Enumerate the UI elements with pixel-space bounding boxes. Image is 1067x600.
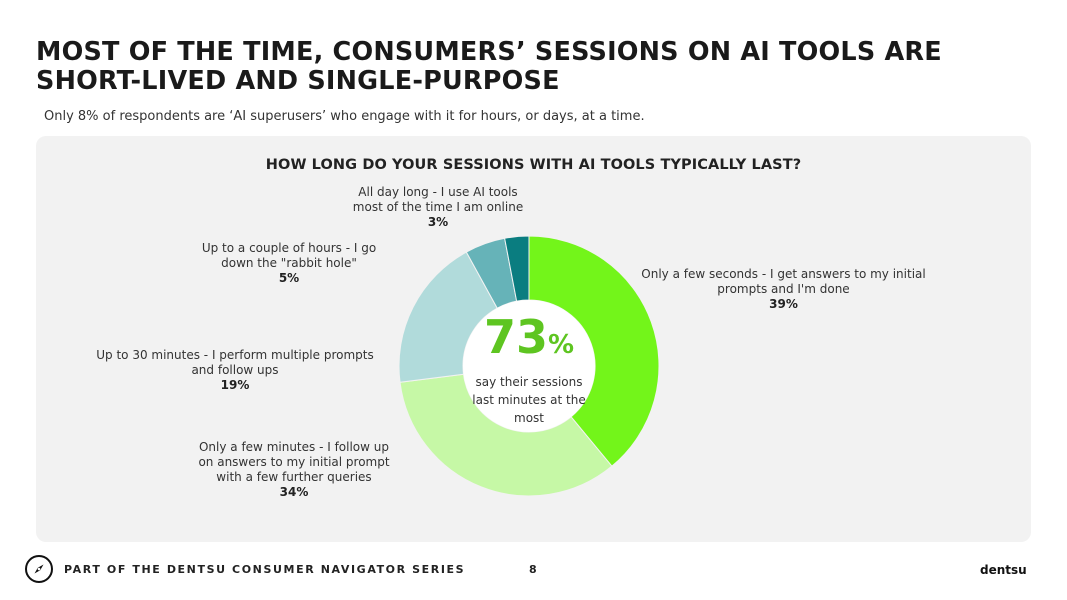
donut-hole bbox=[463, 300, 595, 432]
center-stat: 73% say their sessions last minutes at t… bbox=[469, 311, 589, 427]
brand-logo: dentsu bbox=[980, 563, 1027, 577]
slice-label-few-seconds: Only a few seconds - I get answers to my… bbox=[641, 267, 926, 311]
chart-title: HOW LONG DO YOUR SESSIONS WITH AI TOOLS … bbox=[265, 157, 802, 173]
page-title: MOST OF THE TIME, CONSUMERS’ SESSIONS ON… bbox=[36, 37, 942, 96]
slice-label-30-minutes: Up to 30 minutes - I perform multiple pr… bbox=[96, 348, 374, 392]
donut-chart bbox=[398, 235, 660, 497]
page-subtitle: Only 8% of respondents are ‘AI superuser… bbox=[44, 109, 645, 124]
center-text: say their sessions last minutes at the m… bbox=[472, 375, 586, 425]
compass-icon bbox=[25, 555, 53, 583]
chart-panel: HOW LONG DO YOUR SESSIONS WITH AI TOOLS … bbox=[36, 136, 1031, 542]
slice-label-few-minutes: Only a few minutes - I follow up on answ… bbox=[198, 440, 390, 499]
footer-series-text: PART OF THE DENTSU CONSUMER NAVIGATOR SE… bbox=[64, 563, 466, 576]
center-value: 73% bbox=[483, 310, 575, 364]
page-number: 8 bbox=[529, 563, 537, 576]
slice-label-couple-hours: Up to a couple of hours - I go down the … bbox=[201, 241, 377, 285]
slice-label-all-day: All day long - I use AI tools most of th… bbox=[352, 185, 524, 229]
